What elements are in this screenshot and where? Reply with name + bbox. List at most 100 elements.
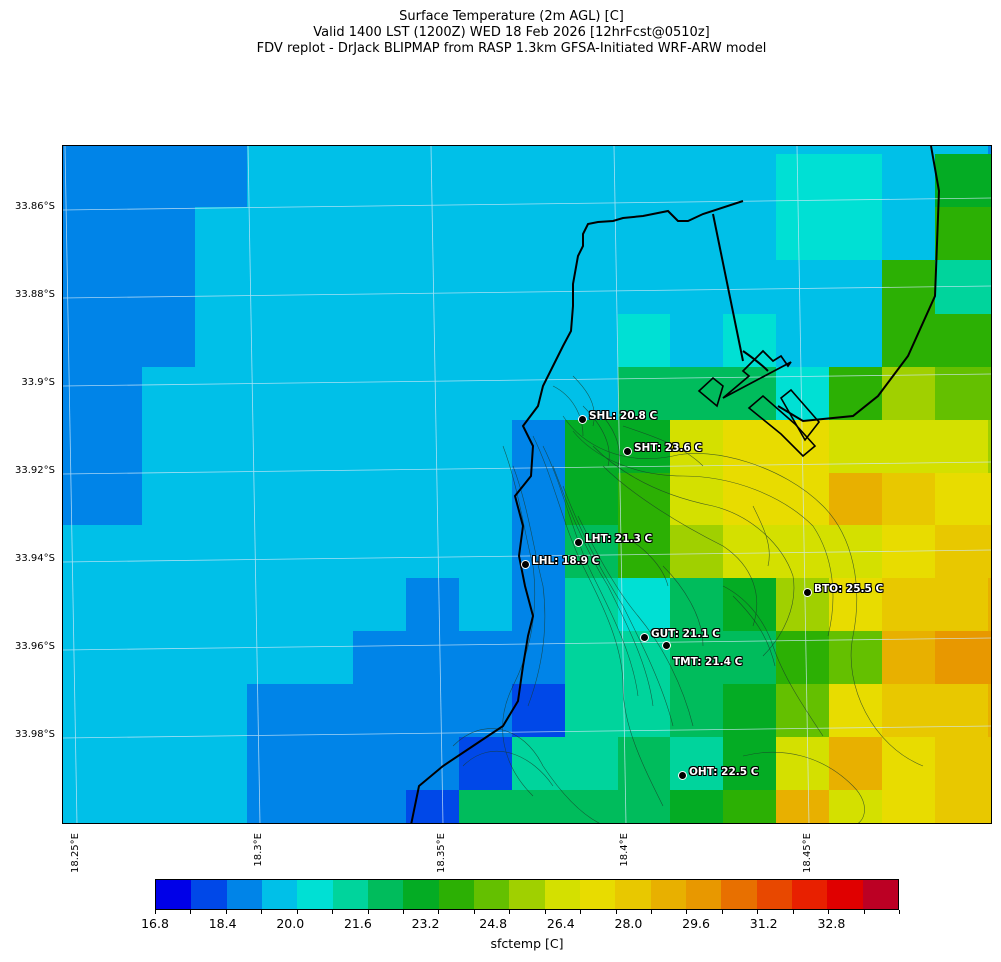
grid-cell xyxy=(882,790,936,823)
grid-cell xyxy=(353,578,407,632)
chart-subtitle-valid-time: Valid 1400 LST (1200Z) WED 18 Feb 2026 [… xyxy=(313,25,710,40)
colorbar-swatch xyxy=(862,880,898,909)
grid-cell xyxy=(353,525,407,579)
grid-cell xyxy=(565,737,619,791)
grid-cell xyxy=(565,420,619,474)
grid-cell xyxy=(829,314,883,368)
grid-cell xyxy=(195,790,248,823)
grid-cell xyxy=(988,260,991,315)
grid-cell xyxy=(776,314,830,368)
grid-cell xyxy=(723,207,777,261)
grid-cell xyxy=(829,420,883,474)
grid-cell xyxy=(512,154,566,208)
grid-cell xyxy=(829,578,883,632)
colorbar-swatch xyxy=(615,880,651,909)
grid-cell xyxy=(723,737,777,791)
grid-cell xyxy=(63,207,90,261)
grid-cell xyxy=(723,631,777,685)
grid-cell xyxy=(459,525,513,579)
grid-cell xyxy=(670,578,724,632)
grid-cell xyxy=(618,578,671,632)
grid-cell xyxy=(459,260,513,315)
grid-cell xyxy=(882,207,936,261)
grid-cell xyxy=(935,525,989,579)
grid-cell xyxy=(89,154,143,208)
grid-cell xyxy=(670,260,724,315)
grid-cell xyxy=(142,525,196,579)
grid-cell xyxy=(670,154,724,208)
grid-cell xyxy=(89,578,143,632)
grid-cell xyxy=(829,684,883,738)
grid-cell xyxy=(829,146,883,155)
grid-cell xyxy=(618,314,671,368)
grid-cell xyxy=(142,737,196,791)
grid-cell xyxy=(195,420,248,474)
colorbar-swatch xyxy=(332,880,368,909)
grid-cell xyxy=(776,525,830,579)
station-label-shl: SHL: 20.8 C xyxy=(589,410,658,422)
grid-cell xyxy=(829,154,883,208)
colorbar-tick-label: 20.0 xyxy=(276,916,305,931)
grid-cell xyxy=(353,154,407,208)
grid-cell xyxy=(670,790,724,823)
colorbar-swatch xyxy=(403,880,439,909)
grid-cell xyxy=(882,146,936,155)
grid-cell xyxy=(89,146,143,155)
grid-cell xyxy=(935,631,989,685)
grid-cell xyxy=(195,367,248,421)
grid-cell xyxy=(723,473,777,526)
colorbar-tick-label: 18.4 xyxy=(208,916,237,931)
grid-cell xyxy=(459,367,513,421)
colorbar-tick-mark xyxy=(721,910,723,914)
grid-cell xyxy=(406,367,460,421)
grid-cell xyxy=(142,207,196,261)
graticule-lines xyxy=(63,146,991,823)
grid-cell xyxy=(882,684,936,738)
grid-cell xyxy=(512,146,566,155)
grid-cell xyxy=(353,631,407,685)
colorbar-swatch xyxy=(791,880,828,909)
grid-cell xyxy=(512,684,566,738)
colorbar-tick-mark xyxy=(580,910,582,914)
colorbar-tick-mark xyxy=(332,910,334,914)
grid-cell xyxy=(406,473,460,526)
x-tick-label: 18.25°E xyxy=(70,833,81,873)
station-label-sht: SHT: 23.6 C xyxy=(634,442,703,454)
grid-cell xyxy=(829,737,883,791)
grid-cell xyxy=(512,420,566,474)
x-tick-label: 18.4°E xyxy=(619,833,630,867)
grid-cell xyxy=(300,790,354,823)
grid-cell xyxy=(935,314,989,368)
colorbar-tick-label: 29.6 xyxy=(682,916,710,931)
grid-cell xyxy=(829,790,883,823)
grid-cell xyxy=(935,367,989,421)
grid-cell xyxy=(459,473,513,526)
grid-cell xyxy=(63,631,90,685)
grid-cell xyxy=(776,737,830,791)
station-dot-lhl xyxy=(521,560,530,569)
grid-cell xyxy=(565,525,619,579)
grid-cell xyxy=(195,684,248,738)
grid-cell xyxy=(935,146,989,155)
grid-cell xyxy=(776,154,830,208)
grid-cell xyxy=(565,154,619,208)
grid-cell xyxy=(195,525,248,579)
grid-cell xyxy=(142,684,196,738)
grid-cell xyxy=(723,578,777,632)
grid-cell xyxy=(565,146,619,155)
grid-cell xyxy=(247,525,301,579)
colorbar-swatch xyxy=(544,880,580,909)
grid-cell xyxy=(353,473,407,526)
station-label-bto: BTO: 25.5 C xyxy=(814,583,884,595)
grid-cell xyxy=(247,207,301,261)
grid-cell xyxy=(195,473,248,526)
grid-cell xyxy=(89,314,143,368)
grid-cell xyxy=(935,420,989,474)
station-label-gut: GUT: 21.1 C xyxy=(651,628,720,640)
grid-cell xyxy=(935,578,989,632)
grid-cell xyxy=(776,260,830,315)
grid-cell xyxy=(300,737,354,791)
grid-cell xyxy=(459,578,513,632)
station-dot-lht xyxy=(574,538,583,547)
grid-cell xyxy=(195,154,248,208)
